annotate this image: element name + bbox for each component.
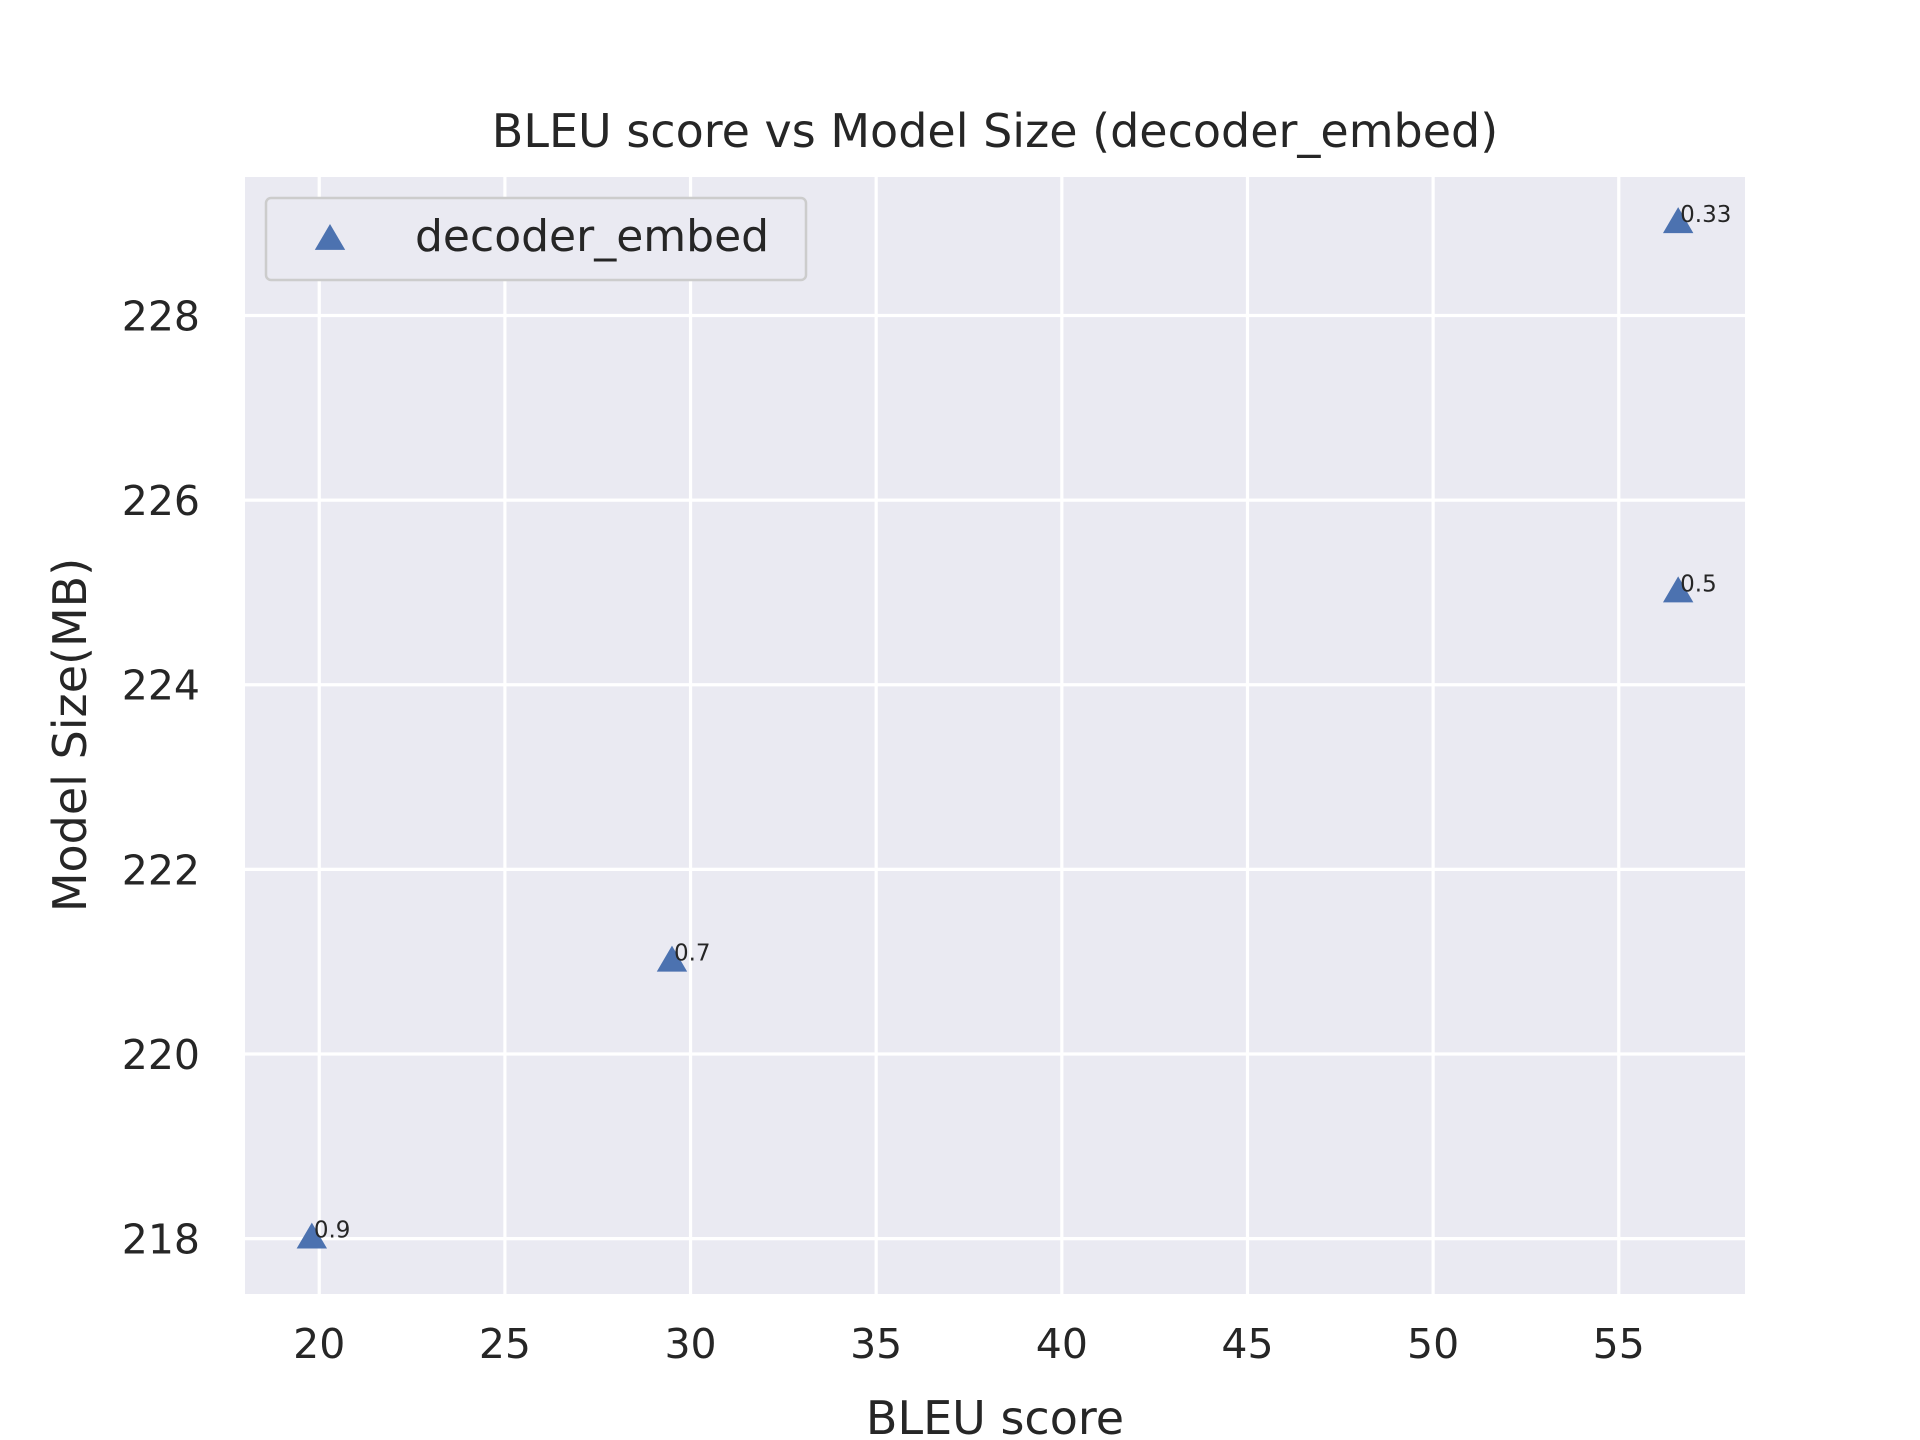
y-tick-label-226: 226 [122, 477, 200, 525]
y-tick-label-228: 228 [122, 292, 200, 340]
x-tick-label-40: 40 [1036, 1320, 1088, 1368]
x-tick-label-20: 20 [293, 1320, 345, 1368]
tick-labels: 20 25 30 35 40 45 50 55 218 220 222 224 226 228 [122, 292, 1645, 1368]
x-tick-label-35: 35 [850, 1320, 902, 1368]
x-tick-label-45: 45 [1221, 1320, 1273, 1368]
data-label-0-0: 0.9 [314, 1218, 351, 1244]
y-tick-label-224: 224 [122, 662, 200, 710]
x-axis-label: BLEU score [866, 1391, 1124, 1440]
data-point-0-3 [1662, 207, 1694, 234]
x-tick-label-30: 30 [664, 1320, 716, 1368]
data-point-0-2 [1662, 576, 1694, 603]
data-label-0-2: 0.5 [1680, 571, 1717, 597]
data-points: 0.9 0.7 0.5 0.33 [296, 202, 1731, 1249]
y-tick-label-222: 222 [122, 846, 200, 894]
legend: decoder_embed [264, 196, 808, 282]
plot-area [245, 177, 1745, 1294]
x-tick-label-25: 25 [479, 1320, 531, 1368]
grid-lines [245, 177, 1745, 1294]
data-label-0-3: 0.33 [1680, 202, 1731, 228]
data-point-0-0 [296, 1222, 328, 1249]
x-tick-label-50: 50 [1407, 1320, 1459, 1368]
legend-box [264, 196, 808, 282]
legend-entry-decoder-embed: decoder_embed [415, 211, 769, 262]
y-axis-label: Model Size(MB) [43, 558, 97, 912]
legend-marker-triangle [314, 224, 346, 250]
data-label-0-1: 0.7 [674, 941, 711, 967]
x-tick-label-55: 55 [1593, 1320, 1645, 1368]
data-point-0-1 [656, 945, 688, 972]
chart-title: BLEU score vs Model Size (decoder_embed) [492, 104, 1498, 158]
y-tick-label-220: 220 [122, 1031, 200, 1079]
y-tick-label-218: 218 [122, 1216, 200, 1264]
